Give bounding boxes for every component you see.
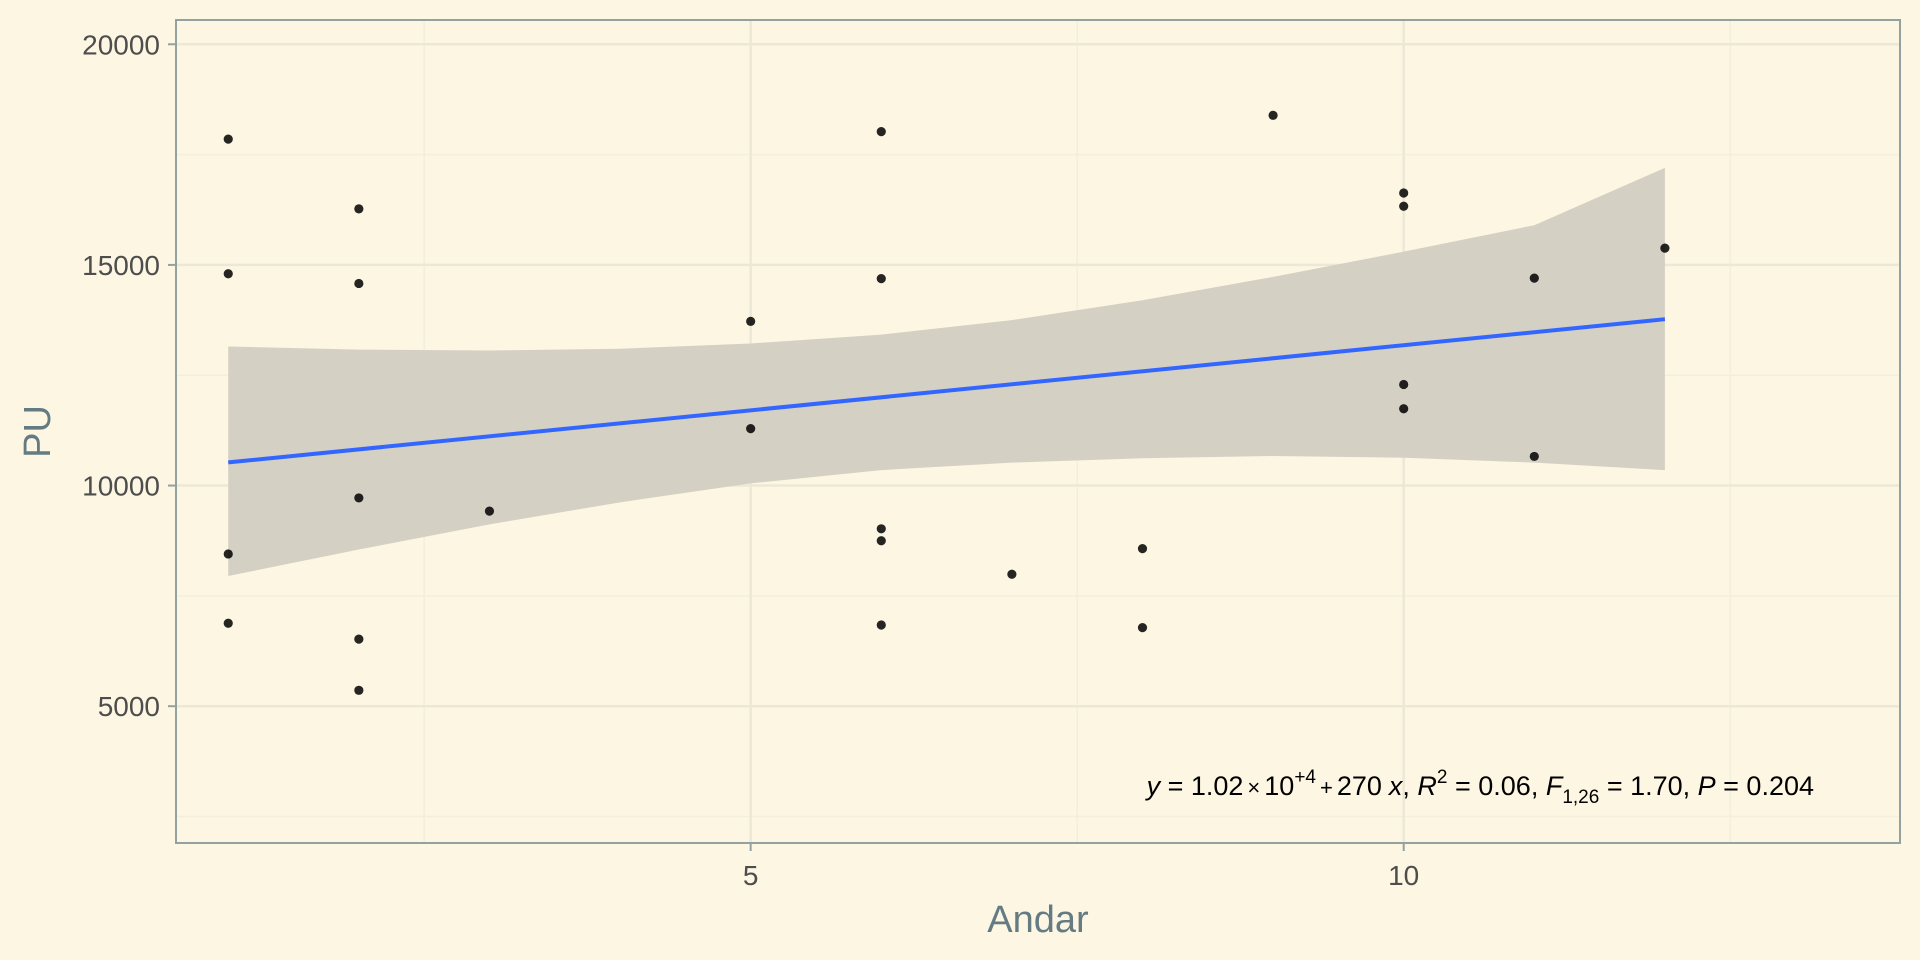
- data-point: [484, 506, 495, 516]
- y-axis-tick-labels: 5000 10000 15000 20000: [82, 29, 160, 722]
- data-point: [354, 204, 364, 214]
- data-point: [354, 278, 364, 289]
- data-point: [1399, 201, 1409, 211]
- eq-y-var: y: [1145, 771, 1162, 801]
- data-point: [876, 524, 886, 534]
- data-point: [746, 316, 756, 326]
- data-point: [1268, 110, 1278, 120]
- panel-border: [175, 19, 1901, 844]
- data-point: [876, 536, 886, 546]
- eq-p-var: P: [1698, 771, 1716, 801]
- eq-r-var: R: [1417, 771, 1437, 801]
- confidence-ribbon: [228, 167, 1665, 577]
- regression-equation-annotation: y = 1.02 × 10+4 +270 x, R2 = 0.06, F1,26 = 1…: [1145, 767, 1814, 808]
- eq-exponent: +4: [1294, 767, 1316, 788]
- data-point: [1137, 544, 1148, 554]
- eq-r-exp: 2: [1437, 767, 1448, 788]
- x-axis-tick-labels: 5 10: [743, 860, 1419, 891]
- eq-slope: 270: [1337, 771, 1382, 801]
- x-axis-title: Andar: [987, 899, 1089, 941]
- data-point: [1137, 623, 1148, 633]
- data-point: [223, 134, 233, 144]
- eq-plus: +: [1320, 775, 1333, 800]
- data-point: [746, 424, 756, 434]
- data-point: [1529, 451, 1539, 462]
- data-point: [223, 269, 233, 279]
- data-point: [876, 273, 886, 284]
- eq-x-var: x: [1387, 771, 1404, 801]
- y-axis-ticks: [168, 43, 176, 708]
- regression-line-layer: [228, 317, 1666, 465]
- data-point: [354, 634, 364, 644]
- eq-f-value: = 1.70,: [1599, 771, 1697, 801]
- data-point: [1399, 188, 1409, 198]
- x-tick-label: 10: [1388, 860, 1419, 891]
- eq-p-value: = 0.204: [1716, 771, 1814, 801]
- data-point: [876, 620, 886, 630]
- data-point: [1660, 243, 1670, 253]
- x-axis-ticks: [749, 843, 1405, 851]
- data-point: [223, 618, 233, 628]
- confidence-ribbon-layer: [228, 167, 1665, 577]
- y-tick-label: 15000: [82, 250, 160, 281]
- eq-base: 10: [1264, 771, 1294, 801]
- y-tick-label: 20000: [82, 29, 160, 60]
- y-tick-label: 5000: [98, 691, 160, 722]
- data-point: [354, 493, 364, 503]
- eq-sep: ,: [1402, 771, 1417, 801]
- eq-r-value: = 0.06,: [1448, 771, 1546, 801]
- data-point: [354, 685, 364, 695]
- data-point: [1007, 569, 1017, 579]
- y-tick-label: 10000: [82, 471, 160, 502]
- eq-f-sub: 1,26: [1562, 787, 1599, 808]
- y-axis-title: PU: [17, 405, 59, 458]
- eq-intercept: = 1.02: [1160, 771, 1243, 801]
- data-point: [1399, 379, 1409, 390]
- data-points-layer: [223, 110, 1670, 695]
- x-tick-label: 5: [743, 860, 759, 891]
- eq-f-var: F: [1546, 771, 1564, 801]
- data-point: [1399, 404, 1409, 414]
- regression-line: [228, 317, 1666, 465]
- eq-times: ×: [1247, 775, 1260, 800]
- data-point: [1529, 273, 1539, 283]
- data-point: [223, 549, 233, 559]
- data-point: [876, 127, 886, 137]
